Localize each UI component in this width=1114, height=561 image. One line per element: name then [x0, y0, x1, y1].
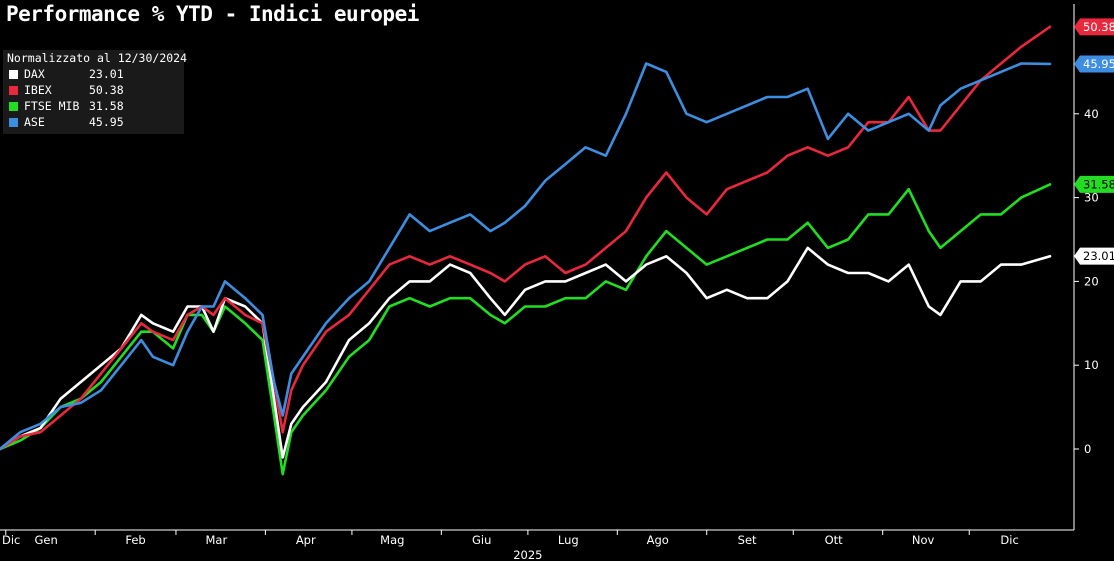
x-tick-label: Dic: [1000, 533, 1018, 547]
last-value-tag-text: 31.58: [1083, 177, 1114, 191]
chart-title: Performance % YTD - Indici europei: [6, 2, 419, 26]
legend-swatch: [9, 118, 18, 127]
x-tick-label: Lug: [558, 533, 579, 547]
x-tick-label: Giu: [472, 533, 491, 547]
y-tick-label: 10: [1084, 358, 1099, 372]
legend-series-name: IBEX: [24, 83, 52, 97]
x-tick-label: Nov: [912, 533, 935, 547]
series-line-ase: [0, 62, 1052, 451]
series-line-ftse-mib: [0, 183, 1052, 476]
legend-swatch: [9, 70, 18, 79]
x-tick-label: Ago: [647, 533, 669, 547]
y-tick-label: 40: [1084, 107, 1099, 121]
x-year-label: 2025: [513, 548, 542, 561]
y-tick-label: 0: [1084, 442, 1091, 456]
legend-series-name: ASE: [24, 115, 45, 129]
last-value-tag-bg: [1074, 175, 1114, 193]
last-value-tag-ibex: 50.38: [1074, 18, 1114, 36]
last-value-tag-ftse-mib: 31.58: [1074, 175, 1114, 193]
normalization-note: Normalizzato al 12/30/2024: [7, 51, 188, 65]
last-value-tag-bg: [1074, 247, 1114, 265]
x-tick-label: Mag: [380, 533, 404, 547]
x-tick-label: Set: [738, 533, 757, 547]
last-value-tag-ase: 45.95: [1074, 55, 1114, 73]
legend: Normalizzato al 12/30/2024 DAX 23.01 IBE…: [3, 50, 188, 134]
last-value-tag-bg: [1074, 55, 1114, 73]
legend-series-name: FTSE MIB: [24, 99, 80, 113]
legend-series-name: DAX: [24, 67, 45, 81]
last-value-tag-text: 45.95: [1083, 57, 1114, 71]
series-line-dax: [0, 246, 1052, 459]
x-tick-label: Apr: [296, 533, 316, 547]
series-line-ibex: [0, 25, 1052, 451]
legend-series-value: 50.38: [89, 83, 124, 97]
last-value-tag-text: 23.01: [1083, 249, 1114, 263]
x-tick-label: Mar: [205, 533, 227, 547]
legend-swatch: [9, 86, 18, 95]
y-tick-label: 30: [1084, 191, 1099, 205]
x-tick-label: Ott: [825, 533, 844, 547]
legend-series-value: 23.01: [89, 67, 124, 81]
y-tick-label: 20: [1084, 274, 1099, 288]
x-tick-label: Dic: [2, 533, 20, 547]
last-value-tag-text: 50.38: [1083, 20, 1114, 34]
x-tick-label: Gen: [35, 533, 58, 547]
legend-series-value: 45.95: [89, 115, 124, 129]
last-value-tag-bg: [1074, 18, 1114, 36]
legend-swatch: [9, 102, 18, 111]
legend-series-value: 31.58: [89, 99, 124, 113]
last-value-tag-dax: 23.01: [1074, 247, 1114, 265]
x-tick-label: Feb: [125, 533, 145, 547]
